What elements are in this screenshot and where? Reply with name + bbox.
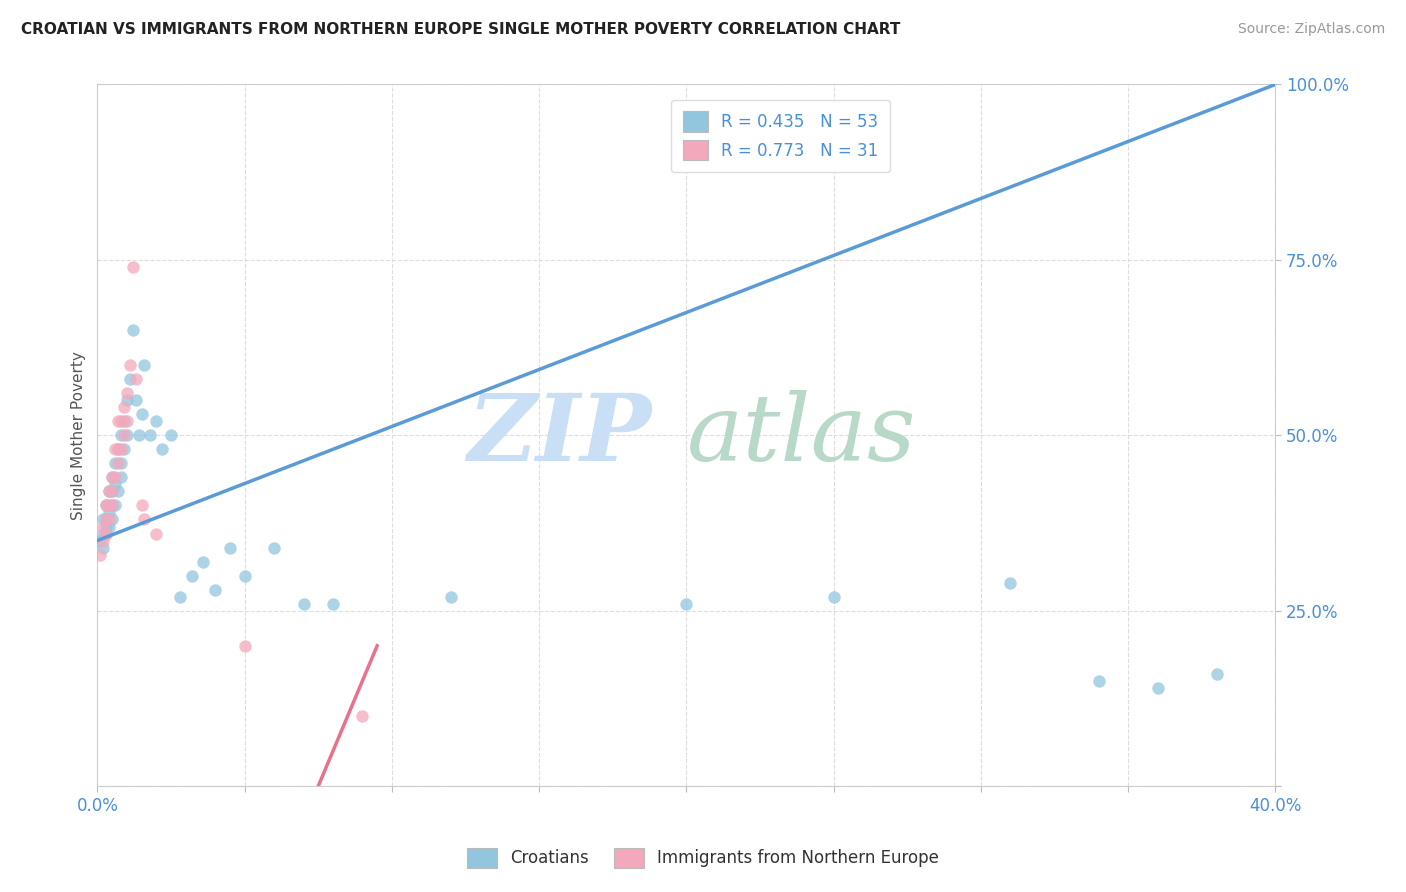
Point xyxy=(89,548,111,562)
Y-axis label: Single Mother Poverty: Single Mother Poverty xyxy=(72,351,86,520)
Point xyxy=(101,499,124,513)
Point xyxy=(104,499,127,513)
Point xyxy=(115,414,138,428)
Point xyxy=(98,512,121,526)
Point xyxy=(91,512,114,526)
Point xyxy=(110,414,132,428)
Point xyxy=(110,456,132,470)
Point xyxy=(160,428,183,442)
Text: CROATIAN VS IMMIGRANTS FROM NORTHERN EUROPE SINGLE MOTHER POVERTY CORRELATION CH: CROATIAN VS IMMIGRANTS FROM NORTHERN EUR… xyxy=(21,22,900,37)
Point xyxy=(118,358,141,372)
Point xyxy=(110,442,132,457)
Point xyxy=(101,484,124,499)
Point xyxy=(107,484,129,499)
Point xyxy=(91,541,114,555)
Point xyxy=(1000,575,1022,590)
Point xyxy=(823,590,845,604)
Point xyxy=(112,442,135,457)
Text: Source: ZipAtlas.com: Source: ZipAtlas.com xyxy=(1237,22,1385,37)
Point xyxy=(89,533,111,548)
Point xyxy=(101,484,124,499)
Point xyxy=(98,519,121,533)
Point xyxy=(145,526,167,541)
Point xyxy=(98,484,121,499)
Point xyxy=(91,533,114,548)
Point xyxy=(440,590,463,604)
Point xyxy=(115,386,138,401)
Point xyxy=(124,372,146,386)
Point xyxy=(1146,681,1168,695)
Point xyxy=(124,393,146,408)
Point xyxy=(292,597,315,611)
Point xyxy=(107,442,129,457)
Point xyxy=(96,499,118,513)
Point xyxy=(1087,673,1109,688)
Point xyxy=(322,597,344,611)
Point xyxy=(180,568,202,582)
Point xyxy=(91,526,114,541)
Point xyxy=(91,519,114,533)
Point xyxy=(96,499,118,513)
Point xyxy=(193,555,215,569)
Point xyxy=(101,499,124,513)
Point xyxy=(101,470,124,484)
Point xyxy=(219,541,242,555)
Point xyxy=(96,526,118,541)
Point xyxy=(98,499,121,513)
Point xyxy=(139,428,162,442)
Point xyxy=(118,372,141,386)
Point xyxy=(145,414,167,428)
Point xyxy=(115,428,138,442)
Point xyxy=(112,428,135,442)
Point xyxy=(204,582,226,597)
Point xyxy=(131,499,153,513)
Point xyxy=(104,442,127,457)
Point xyxy=(107,414,129,428)
Point xyxy=(101,512,124,526)
Point xyxy=(134,512,156,526)
Point xyxy=(121,260,143,274)
Point xyxy=(233,639,256,653)
Point xyxy=(101,470,124,484)
Point xyxy=(169,590,191,604)
Point xyxy=(104,477,127,491)
Text: ZIP: ZIP xyxy=(467,391,651,480)
Legend: R = 0.435   N = 53, R = 0.773   N = 31: R = 0.435 N = 53, R = 0.773 N = 31 xyxy=(671,100,890,172)
Point xyxy=(110,428,132,442)
Point xyxy=(98,484,121,499)
Point xyxy=(352,709,374,723)
Point xyxy=(131,407,153,421)
Point xyxy=(96,526,118,541)
Point xyxy=(104,470,127,484)
Point xyxy=(134,358,156,372)
Point xyxy=(107,456,129,470)
Point xyxy=(115,393,138,408)
Point xyxy=(110,470,132,484)
Point xyxy=(98,506,121,520)
Point xyxy=(96,512,118,526)
Point xyxy=(1205,666,1227,681)
Legend: Croatians, Immigrants from Northern Europe: Croatians, Immigrants from Northern Euro… xyxy=(460,841,946,875)
Point xyxy=(107,442,129,457)
Point xyxy=(96,512,118,526)
Point xyxy=(96,519,118,533)
Point xyxy=(112,414,135,428)
Point xyxy=(233,568,256,582)
Point xyxy=(104,456,127,470)
Point xyxy=(263,541,285,555)
Point xyxy=(112,401,135,415)
Point xyxy=(675,597,697,611)
Text: atlas: atlas xyxy=(686,391,915,480)
Point xyxy=(128,428,150,442)
Point xyxy=(121,323,143,337)
Point xyxy=(150,442,173,457)
